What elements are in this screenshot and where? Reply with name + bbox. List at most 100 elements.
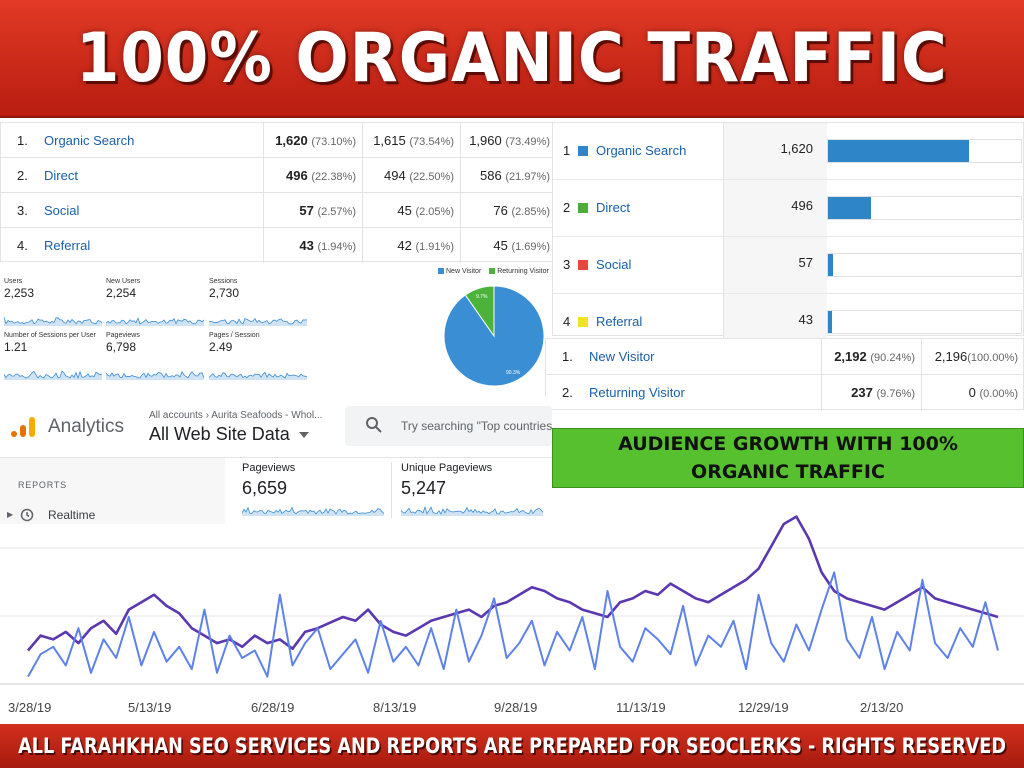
- expand-caret-icon[interactable]: ▶: [7, 510, 14, 519]
- view-name: All Web Site Data: [149, 424, 290, 444]
- reports-sidebar: REPORTS ▶ Realtime: [0, 458, 225, 524]
- color-swatch: [578, 203, 588, 213]
- view-selector[interactable]: All Web Site Data: [149, 424, 309, 445]
- metric-value: 6,659: [242, 478, 288, 498]
- metric-pages-per-session[interactable]: Pages / Session 2.49: [209, 332, 309, 380]
- search-box[interactable]: Try searching "Top countries: [345, 406, 552, 446]
- sparkline-area: [106, 318, 204, 326]
- unique-pageviews-metric[interactable]: Unique Pageviews 5,247: [401, 458, 551, 524]
- channel-link-referral[interactable]: Referral: [596, 314, 643, 329]
- channel-link-referral[interactable]: Referral: [44, 238, 91, 253]
- channel-bar-table: 1 Organic Search 1,620 2 Direct 496 3 So…: [552, 122, 1024, 350]
- cell: 1,960 (73.49%): [460, 123, 556, 158]
- clock-icon: [20, 508, 34, 522]
- cell-percent: (1.69%): [511, 241, 550, 253]
- cell-percent: (9.76%): [876, 388, 915, 400]
- bar-track: [827, 310, 1022, 334]
- metric-label: Users: [4, 278, 23, 285]
- cell-value: 237: [851, 385, 873, 400]
- x-tick-label: 11/13/19: [616, 700, 666, 715]
- cell-value: 1,620: [275, 133, 308, 148]
- sparkline: [4, 370, 102, 380]
- legend-new: New Visitor: [446, 268, 482, 275]
- channel-link-social[interactable]: Social: [44, 203, 80, 218]
- table-row: 1. Organic Search 1,620 (73.10%) 1,615 (…: [1, 123, 555, 158]
- metric-sessions[interactable]: Sessions 2,730: [209, 278, 309, 326]
- cell-value: 586: [480, 168, 502, 183]
- growth-callout-text: AUDIENCE GROWTH WITH 100% ORGANIC TRAFFIC: [618, 430, 958, 486]
- cell-value: 494: [384, 168, 406, 183]
- color-swatch: [578, 146, 588, 156]
- cell: 2,192 (90.24%): [821, 339, 921, 375]
- growth-line-1: AUDIENCE GROWTH WITH 100%: [618, 433, 958, 455]
- row-number: 2.: [562, 385, 573, 400]
- bar-fill: [828, 311, 832, 333]
- metric-value: 2,253: [4, 286, 35, 300]
- table-row: 4. Referral 43 (1.94%) 42 (1.91%) 45 (1.…: [1, 228, 555, 263]
- metric-value: 2.49: [209, 340, 233, 354]
- channel-link-direct[interactable]: Direct: [596, 200, 630, 215]
- nav-item-realtime[interactable]: Realtime: [48, 508, 96, 522]
- sparkline-line: [209, 371, 307, 379]
- metric-value: 1.21: [4, 340, 28, 354]
- cell-percent: (2.85%): [511, 206, 550, 218]
- cell-percent: (22.38%): [311, 171, 356, 183]
- footer-text: ALL FARAHKHAN SEO SERVICES AND REPORTS A…: [18, 734, 1006, 758]
- metric-users[interactable]: Users 2,253: [4, 278, 104, 326]
- sparkline: [209, 371, 307, 380]
- cell: 2,196(100.00%): [921, 339, 1024, 375]
- channel-link-direct[interactable]: Direct: [44, 168, 78, 183]
- row-number: 3.: [17, 203, 28, 218]
- series-line-2: [27, 571, 999, 678]
- pageviews-metric[interactable]: Pageviews 6,659: [242, 458, 392, 524]
- cell: 76 (2.85%): [460, 193, 556, 228]
- cell-value: 57: [299, 203, 314, 218]
- cell-percent: (22.50%): [409, 171, 454, 183]
- channel-link-organic-search[interactable]: Organic Search: [44, 133, 135, 148]
- row-number: 2.: [17, 168, 28, 183]
- sparkline-area: [209, 372, 307, 380]
- bar-value: 57: [723, 237, 827, 293]
- bar-row: 3 Social 57: [553, 237, 1023, 294]
- row-number: 4.: [17, 238, 28, 253]
- pie-slice-returning-visitor: [464, 285, 495, 338]
- channel-link-organic-search[interactable]: Organic Search: [596, 143, 687, 158]
- sparkline: [401, 505, 543, 516]
- cell: 0 (0.00%): [921, 375, 1024, 411]
- legend-returning: Returning Visitor: [497, 268, 549, 275]
- metric-label: Pageviews: [106, 332, 140, 339]
- metric-pageviews[interactable]: Pageviews 6,798: [106, 332, 206, 380]
- cell-percent: (0.00%): [979, 388, 1018, 400]
- cell-value: 45: [493, 238, 508, 253]
- table-row: 2. Direct 496 (22.38%) 494 (22.50%) 586 …: [1, 158, 555, 193]
- visitor-link-new[interactable]: New Visitor: [589, 349, 655, 364]
- cell: 496 (22.38%): [263, 158, 362, 193]
- cell: 42 (1.91%): [362, 228, 460, 263]
- channel-link-social[interactable]: Social: [596, 257, 632, 272]
- search-placeholder: Try searching "Top countries: [401, 419, 552, 433]
- x-tick-label: 8/13/19: [373, 700, 417, 715]
- metric-sessions-per-user[interactable]: Number of Sessions per User 1.21: [4, 332, 104, 380]
- sparkline-area: [4, 317, 102, 326]
- metric-new-users[interactable]: New Users 2,254: [106, 278, 206, 326]
- metric-value: 6,798: [106, 340, 137, 354]
- row-number: 1.: [562, 349, 573, 364]
- pie-label-returning: 9.7%: [476, 294, 488, 300]
- audience-overview: Users 2,253 New Users 2,254 Sessions 2,7…: [0, 264, 549, 387]
- metric-value: 2,730: [209, 286, 240, 300]
- visitor-pie-chart: 90.3% 9.7%: [443, 285, 545, 387]
- visitor-link-returning[interactable]: Returning Visitor: [589, 385, 685, 400]
- cell-percent: (73.54%): [409, 136, 454, 148]
- cell: 237 (9.76%): [821, 375, 921, 411]
- footer-banner: ALL FARAHKHAN SEO SERVICES AND REPORTS A…: [0, 724, 1024, 768]
- bar-track: [827, 139, 1022, 163]
- cell: 45 (2.05%): [362, 193, 460, 228]
- table-row: 3. Social 57 (2.57%) 45 (2.05%) 76 (2.85…: [1, 193, 555, 228]
- growth-callout: AUDIENCE GROWTH WITH 100% ORGANIC TRAFFIC: [552, 428, 1024, 488]
- sparkline: [4, 317, 102, 326]
- legend-swatch-new: [438, 268, 444, 275]
- account-breadcrumb[interactable]: All accounts › Aurita Seafoods - Whol...: [149, 410, 323, 421]
- sparkline-area: [209, 318, 307, 326]
- row-number: 1.: [17, 133, 28, 148]
- bar-fill: [828, 140, 969, 162]
